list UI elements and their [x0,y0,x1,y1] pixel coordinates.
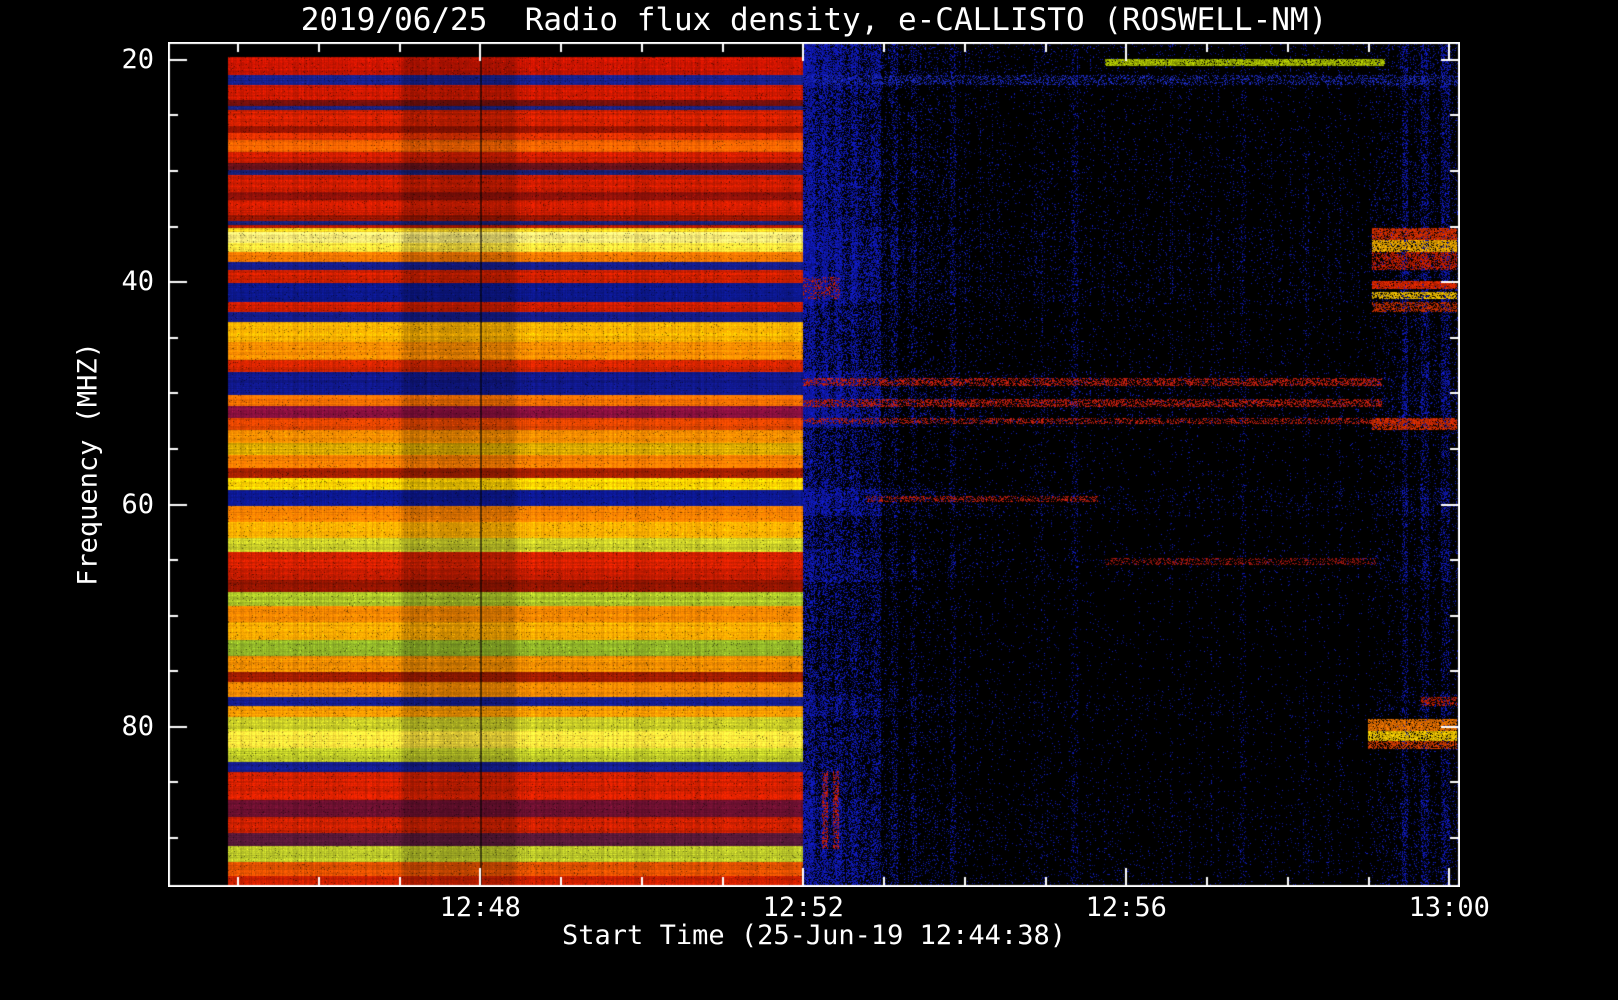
x-tick-label: 12:56 [1085,892,1167,923]
x-tick-label: 12:48 [439,892,521,923]
spectrogram-canvas [168,42,1460,887]
y-axis-label: Frequency (MHZ) [72,342,104,586]
x-tick-label: 13:00 [1408,892,1490,923]
y-tick-label: 20 [121,43,154,75]
y-tick-label: 40 [121,266,154,298]
chart-title: 2019/06/25 Radio flux density, e-CALLIST… [300,2,1328,38]
x-axis-label: Start Time (25-Jun-19 12:44:38) [562,920,1066,951]
x-tick-label: 12:52 [762,892,844,923]
y-tick-label: 80 [121,710,154,742]
